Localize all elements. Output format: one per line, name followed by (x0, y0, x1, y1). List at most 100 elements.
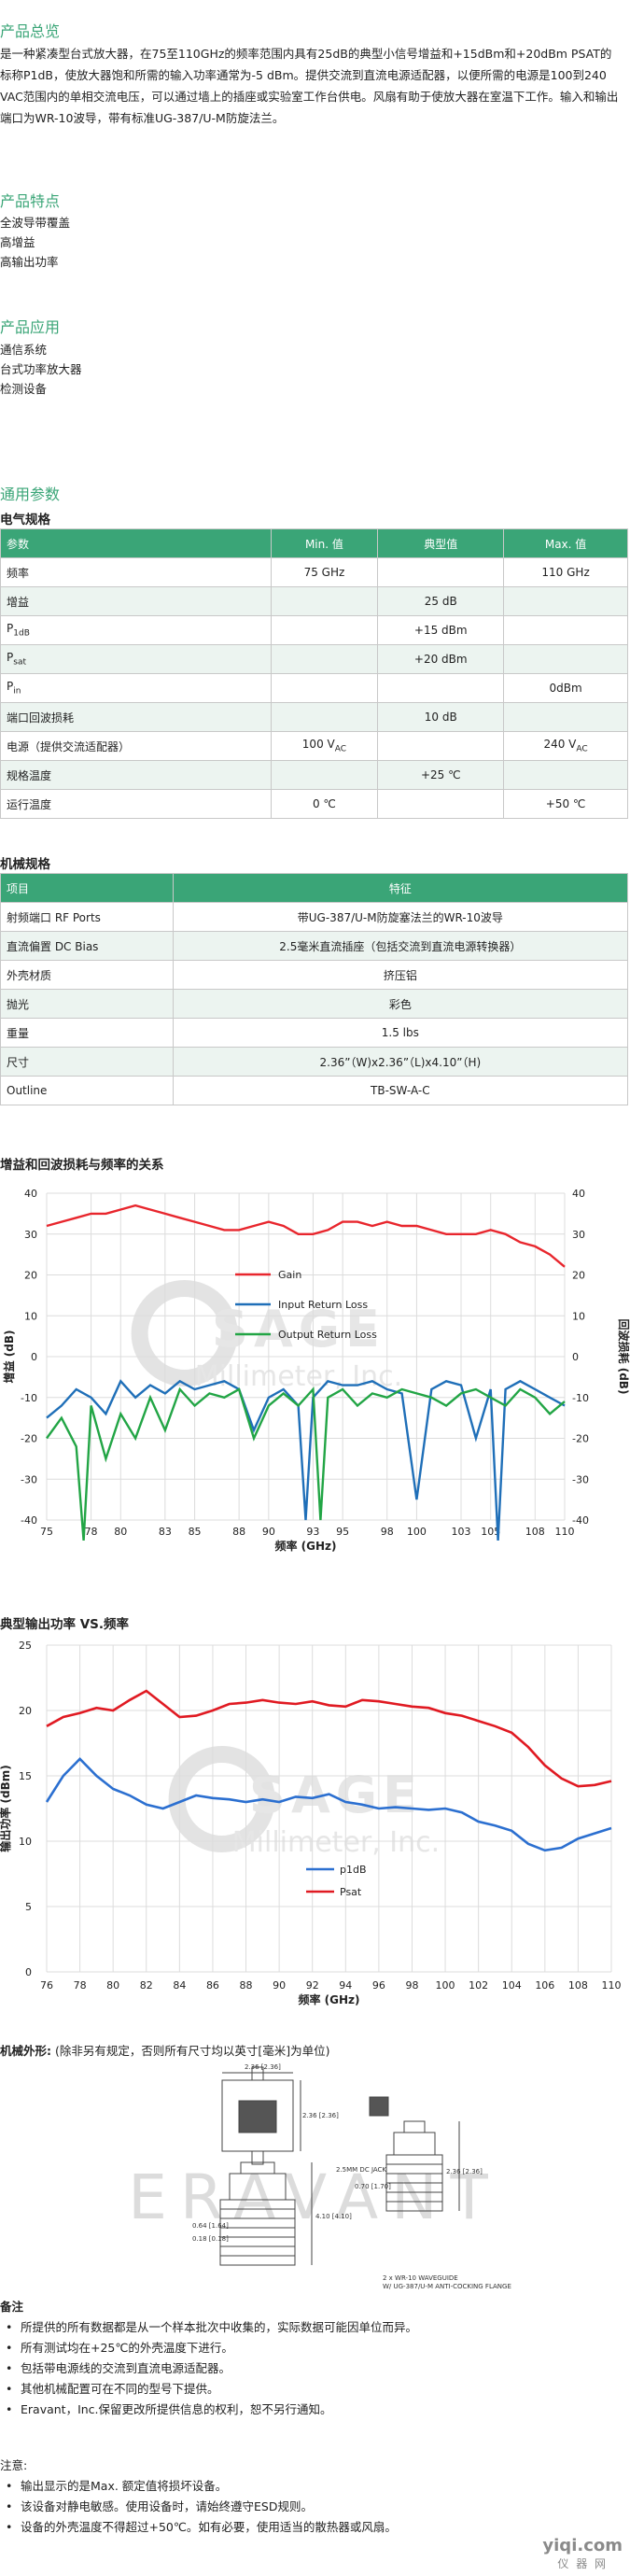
series-line (46, 1204, 566, 1268)
param-main: P (7, 680, 14, 694)
y-tick-label: 10 (19, 1836, 32, 1848)
item-cell: Outline (0, 1076, 174, 1105)
site-watermark-bottom: 仪 器 网 (557, 2557, 609, 2570)
param-sub: in (13, 686, 21, 697)
applications-title: 产品应用 (0, 318, 61, 336)
item-cell: 重量 (0, 1018, 174, 1048)
header-cell: Min. 值 (270, 528, 379, 558)
overview-text: 是一种紧凑型台式放大器，在75至110GHz的频率范围内具有25dB的典型小信号… (0, 47, 619, 125)
x-tick-label: 103 (452, 1526, 471, 1538)
notes-title: 备注 (0, 2300, 24, 2314)
watermark-logo-icon (131, 1280, 238, 1387)
min-cell: 0 ℃ (270, 789, 379, 819)
y-tick-label-right: -20 (572, 1433, 589, 1445)
typ-cell: +25 ℃ (377, 760, 505, 790)
x-tick-label: 85 (189, 1526, 202, 1538)
x-tick-label: 102 (469, 1979, 488, 1992)
max-cell: 110 GHz (503, 557, 628, 587)
overview-title: 产品总览 (0, 22, 61, 40)
x-tick-label: 80 (106, 1979, 119, 1992)
y-tick-label-left: -10 (21, 1392, 37, 1404)
outline-heading: 机械外形: (除非另有规定，否则所有尺寸均以英寸[毫米]为单位) (0, 2041, 330, 2059)
typ-cell: +15 dBm (377, 615, 505, 645)
caution-item: 设备的外壳温度不得超过+50℃。如有必要，使用适当的散热器或风扇。 (0, 2517, 397, 2538)
side-view-icon (219, 2161, 313, 2266)
y-tick-label-left: -40 (21, 1514, 37, 1527)
y-tick-label-right: -40 (572, 1514, 589, 1527)
max-cell: +50 ℃ (503, 789, 628, 819)
iso-view-icon (369, 2096, 460, 2212)
x-tick-label: 108 (568, 1979, 588, 1992)
series-line (46, 1387, 566, 1541)
chart2-title: 典型输出功率 VS.频率 (0, 1617, 129, 1632)
x-axis-label: 频率 (GHz) (274, 1539, 336, 1553)
typ-cell: 10 dB (377, 702, 505, 732)
x-tick-label: 98 (405, 1979, 418, 1992)
watermark-subtext: Millimeter, Inc. (195, 1360, 402, 1393)
min-cell (270, 644, 379, 674)
param-cell: 规格温度 (0, 760, 272, 790)
param-cell: Pin (0, 673, 272, 703)
max-cell: 0dBm (503, 673, 628, 703)
x-tick-label: 106 (535, 1979, 554, 1992)
y-tick-label: 5 (25, 1901, 32, 1913)
table-row: 规格温度 +25 ℃ (0, 760, 628, 790)
feature-item: 高增益 (0, 235, 35, 249)
y-axis-label-right: 回波损耗 (dB) (617, 1319, 630, 1395)
param-cell: 端口回波损耗 (0, 702, 272, 732)
legend-label: Psat (340, 1886, 362, 1898)
legend-label: Output Return Loss (278, 1329, 377, 1341)
min-cell (270, 760, 379, 790)
y-tick-label-right: 0 (572, 1351, 579, 1363)
y-axis-label: 输出功率 (dBm) (0, 1765, 12, 1851)
x-tick-label: 90 (262, 1526, 275, 1538)
note-item: 包括带电源线的交流到直流电源适配器。 (0, 2358, 417, 2379)
y-tick-label: 20 (19, 1705, 32, 1717)
legend-label: Input Return Loss (278, 1299, 368, 1311)
legend-label: p1dB (340, 1864, 367, 1876)
y-tick-label-right: -30 (572, 1473, 589, 1485)
dim-d1: 0.70 [1.70] (355, 2183, 391, 2190)
param-cell: P1dB (0, 615, 272, 645)
max-cell (503, 586, 628, 616)
application-item: 检测设备 (0, 382, 48, 396)
x-tick-label: 108 (525, 1526, 545, 1538)
value-cell: 1.5 lbs (172, 1018, 629, 1048)
table-row: 尺寸 2.36”（W)x2.36”（L)x4.10”（H) (0, 1047, 629, 1077)
item-cell: 抛光 (0, 989, 174, 1019)
mechanical-table: 项目 特征 射频端口 RF Ports 带UG-387/U-M防旋塞法兰的WR-… (0, 873, 629, 1105)
x-tick-label: 86 (206, 1979, 219, 1992)
dimension-labels: 2.36 [2.36] 2.36 [2.36] 2.5MM DC JACK 0.… (192, 2063, 511, 2290)
y-axis-label-left: 增益 (dB) (2, 1330, 16, 1384)
param-sub: sat (13, 657, 26, 668)
min-cell (270, 673, 379, 703)
y-tick-label-left: 30 (24, 1229, 37, 1241)
item-cell: 射频端口 RF Ports (0, 902, 174, 932)
dim-height-total: 4.10 [4.10] (315, 2213, 352, 2220)
table-row: 运行温度 0 ℃ +50 ℃ (0, 789, 628, 819)
legend-label: Gain (278, 1269, 301, 1281)
y-tick-label-left: -30 (21, 1473, 37, 1485)
y-tick-label-right: 40 (572, 1188, 585, 1200)
y-tick-label-right: 30 (572, 1229, 585, 1241)
x-tick-label: 95 (336, 1526, 349, 1538)
note-item: 所有测试均在+25℃的外壳温度下进行。 (0, 2338, 417, 2358)
max-cell (503, 702, 628, 732)
max-cell (503, 615, 628, 645)
typ-cell (377, 789, 505, 819)
value-cell: 2.5毫米直流插座（包括交流到直流电源转换器） (172, 931, 629, 961)
x-tick-label: 78 (74, 1979, 87, 1992)
x-tick-label: 88 (232, 1526, 245, 1538)
mechanical-outline-drawing: ERAVANT (128, 2063, 511, 2290)
notes-section: 备注 所提供的所有数据都是从一个样本批次中收集的，实际数据可能因单位而异。 所有… (0, 2297, 417, 2420)
x-axis-label: 频率 (GHz) (298, 1992, 359, 2006)
x-tick-label: 83 (159, 1526, 172, 1538)
value-cell: 带UG-387/U-M防旋塞法兰的WR-10波导 (172, 902, 629, 932)
y-tick-label-left: 20 (24, 1270, 37, 1282)
cautions-title: 注意: (0, 2458, 28, 2472)
x-tick-label: 96 (372, 1979, 385, 1992)
outline-title: 机械外形: (0, 2044, 51, 2058)
param-cell: 电源（提供交流适配器） (0, 731, 272, 761)
table-row: Pin 0dBm (0, 673, 628, 703)
